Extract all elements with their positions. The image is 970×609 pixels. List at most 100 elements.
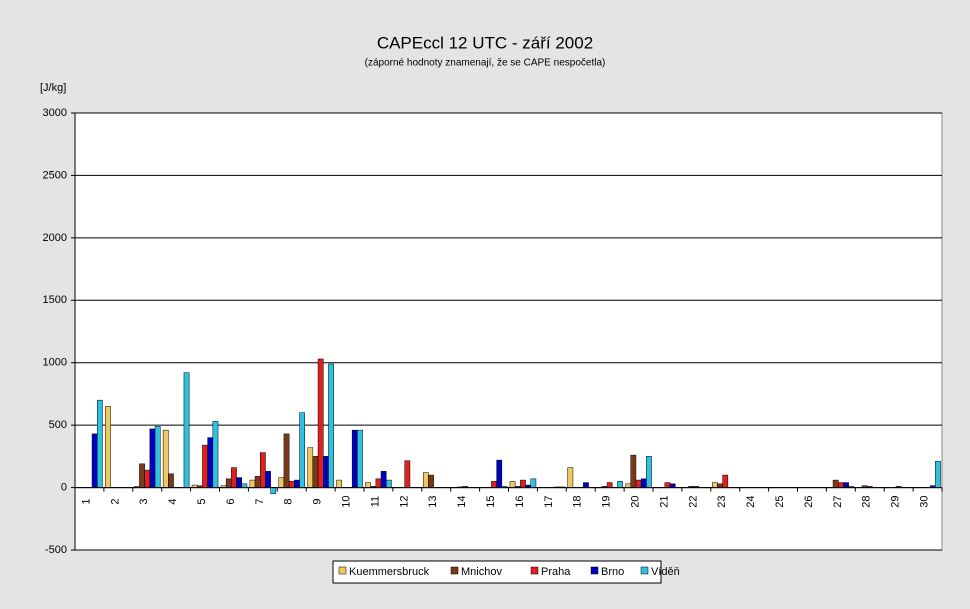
bar [283, 433, 290, 488]
bar [241, 483, 248, 488]
bar [202, 444, 208, 488]
x-tick-label: 17 [543, 495, 555, 507]
y-tick-label: 2500 [43, 169, 67, 181]
bar [509, 481, 516, 488]
x-tick-label: 30 [918, 495, 930, 507]
legend-swatch [450, 566, 459, 575]
x-tick-label: 27 [832, 495, 844, 507]
x-tick-label: 20 [629, 495, 641, 507]
bar [530, 478, 537, 488]
bar [183, 372, 190, 488]
legend-swatch [640, 566, 649, 575]
x-tick-label: 19 [601, 495, 613, 507]
bar [404, 460, 411, 488]
bar [717, 483, 723, 488]
x-tick-label: 13 [427, 495, 439, 507]
bar [664, 482, 671, 488]
bar [168, 473, 174, 488]
bar [207, 437, 214, 488]
bar [97, 399, 103, 488]
bar [91, 433, 98, 488]
bar [307, 447, 314, 488]
bar [225, 478, 232, 488]
bar [212, 421, 219, 488]
legend-label: Brno [601, 566, 624, 578]
bar [312, 456, 319, 488]
bar [317, 358, 324, 488]
bar [154, 426, 161, 488]
x-tick-label: 21 [658, 495, 670, 507]
bar [496, 459, 503, 488]
bar [491, 481, 497, 488]
y-tick-label: 2000 [43, 232, 67, 244]
x-tick-label: 3 [138, 499, 150, 505]
bar [630, 454, 637, 488]
bar [105, 406, 111, 488]
legend-swatch [590, 566, 599, 575]
bar [144, 469, 151, 488]
x-tick-label: 10 [340, 495, 352, 507]
bar [711, 482, 718, 488]
bar [380, 471, 387, 488]
x-tick-label: 12 [398, 495, 410, 507]
chart-subtitle: (záporné hodnoty znamenají, že se CAPE n… [365, 58, 606, 69]
bar [254, 476, 261, 488]
x-tick-label: 23 [716, 495, 728, 507]
bar [259, 452, 266, 488]
bar [299, 412, 306, 488]
x-tick-label: 29 [890, 495, 902, 507]
bar [351, 429, 358, 488]
y-tick-label: -500 [45, 544, 67, 556]
y-tick-label: 3000 [43, 107, 67, 119]
x-tick-label: 11 [369, 496, 381, 507]
bar [646, 456, 652, 488]
bar [422, 472, 429, 488]
bar [837, 482, 844, 488]
bar [640, 478, 647, 488]
bar [669, 483, 676, 488]
x-tick-label: 28 [861, 495, 873, 507]
chart-title: CAPEccl 12 UTC - září 2002 [377, 33, 593, 52]
bar [323, 456, 329, 488]
legend-swatch [530, 566, 539, 575]
y-tick-label: 0 [61, 481, 67, 493]
bar [635, 479, 642, 488]
bar [832, 479, 839, 488]
legend-label: Mnichov [461, 566, 502, 578]
bar [583, 482, 589, 488]
x-tick-label: 15 [485, 495, 497, 507]
bar [265, 471, 271, 488]
bar [935, 461, 941, 488]
x-tick-label: 9 [312, 499, 324, 505]
y-tick-label: 1000 [43, 357, 67, 369]
bar [606, 482, 613, 488]
bar [149, 428, 156, 488]
x-tick-label: 5 [196, 499, 208, 505]
plot-area [74, 112, 943, 551]
x-tick-label: 25 [774, 495, 786, 507]
bar [617, 481, 623, 488]
x-tick-label: 22 [687, 495, 699, 507]
bar [722, 474, 729, 488]
bar [843, 482, 849, 488]
legend-label: Praha [541, 566, 571, 578]
bar [236, 477, 243, 488]
bar [625, 483, 631, 488]
x-tick-label: 26 [803, 495, 815, 507]
bar [375, 478, 382, 488]
bar [162, 429, 169, 488]
x-tick-label: 18 [572, 495, 584, 507]
bar [288, 481, 295, 488]
y-tick-label: 1500 [43, 294, 67, 306]
bar [336, 479, 342, 488]
x-tick-label: 4 [167, 499, 179, 505]
legend-label: Víděň [651, 566, 680, 578]
x-tick-label: 7 [254, 499, 266, 505]
bar [139, 463, 145, 488]
y-axis-label: [J/kg] [40, 82, 66, 94]
bar [386, 479, 392, 488]
bar [357, 429, 363, 488]
bar [249, 479, 256, 488]
